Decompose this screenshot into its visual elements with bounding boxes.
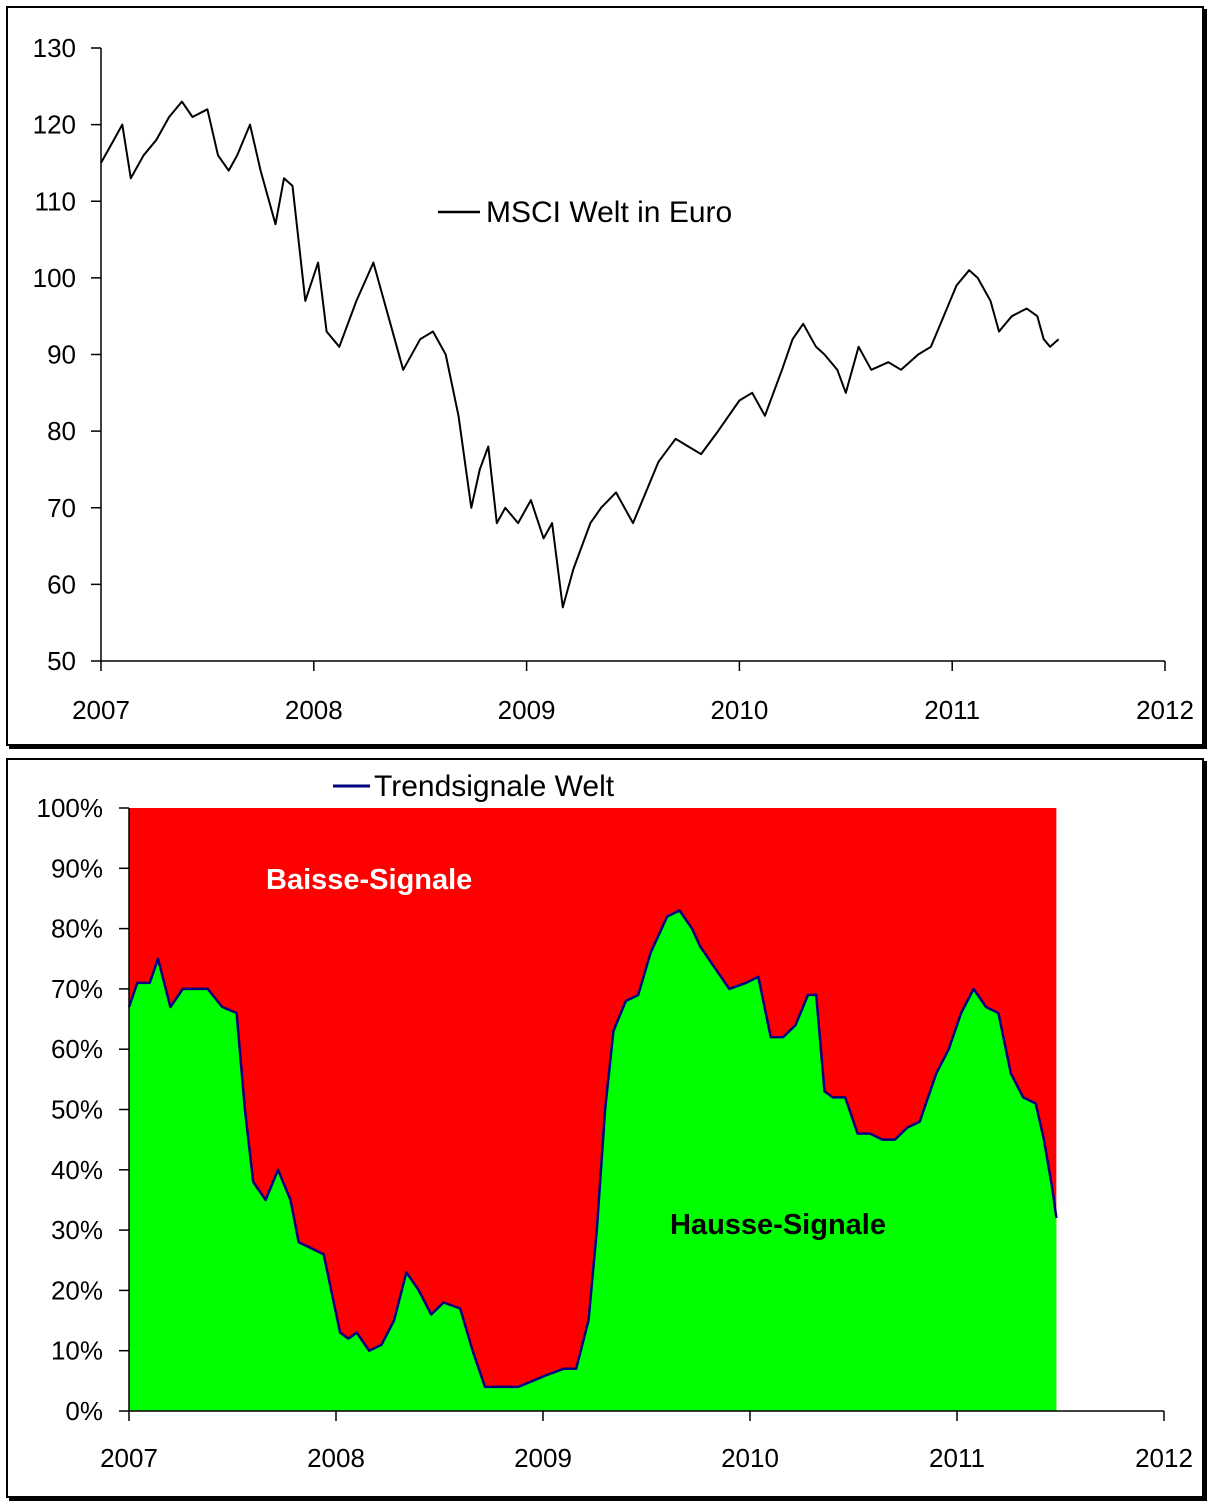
x-tick-label: 2008 bbox=[285, 695, 343, 725]
y-tick-label: 30% bbox=[51, 1215, 103, 1245]
y-tick-label: 90% bbox=[51, 853, 103, 883]
signal-chart: 0% 10% 20% 30% 40% 50% 60% 70% 80% 90% 100% 2007 200… bbox=[37, 770, 1193, 1473]
trend-signal-line bbox=[127, 909, 1058, 1389]
legend-label-msci: MSCI Welt in Euro bbox=[486, 196, 732, 229]
x-tick-label: 2010 bbox=[710, 695, 768, 725]
y-tick-label: 60 bbox=[47, 569, 76, 599]
price-chart-panel: 50 60 70 80 90 100 110 120 130 2007 2008 2009 2010 20… bbox=[6, 6, 1204, 746]
x-tick-label: 2010 bbox=[721, 1443, 779, 1473]
x-tick-label: 2011 bbox=[924, 695, 980, 725]
signal-chart-panel: 0% 10% 20% 30% 40% 50% 60% 70% 80% 90% 100% 2007 200… bbox=[6, 758, 1204, 1498]
msci-price-line bbox=[100, 100, 1060, 609]
y-tick-label: 100% bbox=[37, 793, 104, 823]
y-tick-label: 10% bbox=[51, 1336, 103, 1366]
legend-label-trend: Trendsignale Welt bbox=[374, 770, 615, 803]
y-tick-label: 130 bbox=[33, 33, 76, 63]
y-tick-label: 90 bbox=[47, 340, 76, 370]
hausse-label: Hausse-Signale bbox=[670, 1209, 886, 1241]
y-tick-label: 0% bbox=[65, 1396, 103, 1426]
x-tick-label: 2012 bbox=[1135, 1443, 1193, 1473]
x-tick-label: 2011 bbox=[929, 1443, 985, 1473]
baisse-label: Baisse-Signale bbox=[266, 864, 472, 896]
y-tick-label: 50% bbox=[51, 1095, 103, 1125]
y-tick-label: 40% bbox=[51, 1155, 103, 1185]
y-tick-label: 50 bbox=[47, 646, 76, 676]
y-tick-label: 60% bbox=[51, 1034, 103, 1064]
x-tick-label: 2008 bbox=[307, 1443, 365, 1473]
y-tick-label: 70% bbox=[51, 974, 103, 1004]
y-tick-label: 110 bbox=[35, 186, 76, 216]
x-tick-label: 2009 bbox=[514, 1443, 572, 1473]
price-chart: 50 60 70 80 90 100 110 120 130 2007 2008 2009 2010 20… bbox=[33, 33, 1194, 725]
y-tick-label: 120 bbox=[33, 110, 76, 140]
x-tick-label: 2007 bbox=[72, 695, 130, 725]
y-tick-label: 80% bbox=[51, 914, 103, 944]
x-tick-label: 2007 bbox=[100, 1443, 158, 1473]
hausse-area bbox=[129, 910, 1057, 1411]
y-tick-label: 100 bbox=[33, 263, 76, 293]
y-tick-label: 70 bbox=[47, 493, 76, 523]
x-tick-label: 2012 bbox=[1136, 695, 1194, 725]
x-tick-label: 2009 bbox=[498, 695, 556, 725]
y-tick-label: 80 bbox=[47, 416, 76, 446]
y-tick-label: 20% bbox=[51, 1275, 103, 1305]
